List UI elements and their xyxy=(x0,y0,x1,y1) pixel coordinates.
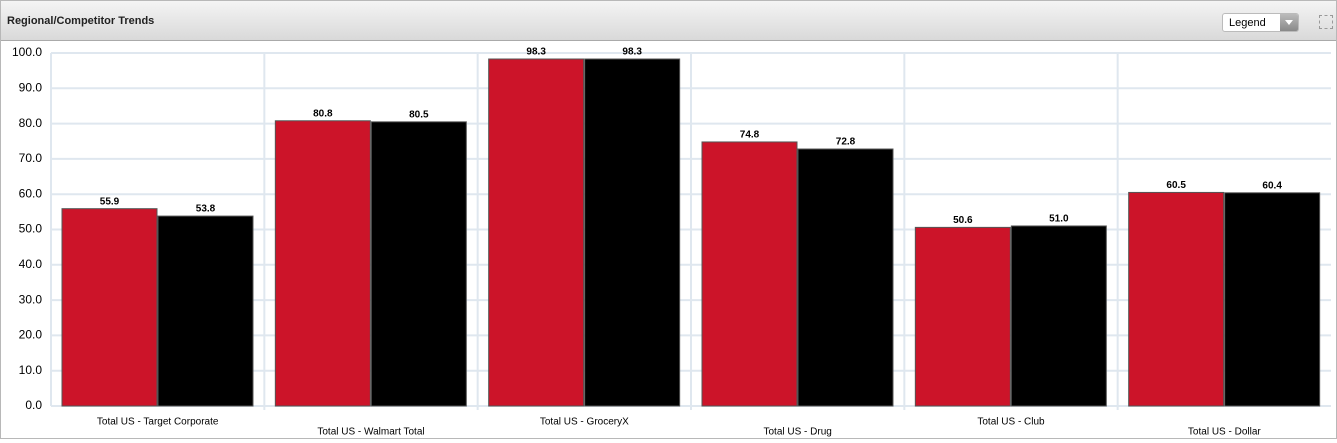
bar xyxy=(1128,191,1225,407)
value-label: 51.0 xyxy=(1049,214,1069,225)
y-tick-label: 90.0 xyxy=(19,80,43,94)
x-tick-label: Total US - Walmart Total xyxy=(317,427,424,438)
value-label: 80.8 xyxy=(313,108,333,119)
widget-header: Regional/Competitor Trends Legend xyxy=(1,1,1336,41)
expand-icon[interactable] xyxy=(1319,15,1333,29)
x-tick-label: Total US - Target Corporate xyxy=(97,417,219,428)
bar xyxy=(488,58,585,407)
bar xyxy=(584,58,681,407)
x-tick-label: Total US - Dollar xyxy=(1188,427,1261,438)
chart: 0.0 10.0 20.0 30.0 40.0 50.0 60.0 70.0 80.0 90.0 1… xyxy=(12,45,1331,438)
value-label: 74.8 xyxy=(740,130,760,141)
value-label: 53.8 xyxy=(196,204,216,215)
value-label: 98.3 xyxy=(526,47,546,58)
value-label: 72.8 xyxy=(836,137,856,148)
y-tick-label: 0.0 xyxy=(25,398,42,412)
bar xyxy=(1010,225,1107,407)
legend-dropdown[interactable]: Legend xyxy=(1222,13,1299,32)
bar xyxy=(797,148,894,407)
value-label: 60.4 xyxy=(1262,180,1282,191)
y-tick-label: 40.0 xyxy=(19,257,43,271)
value-label: 50.6 xyxy=(953,215,973,226)
bar xyxy=(1224,192,1321,407)
bar xyxy=(61,208,158,407)
bar xyxy=(157,215,254,407)
widget-title: Regional/Competitor Trends xyxy=(7,15,155,27)
value-label: 60.5 xyxy=(1166,180,1186,191)
y-tick-label: 10.0 xyxy=(19,363,43,377)
value-label: 55.9 xyxy=(100,196,120,207)
y-tick-label: 30.0 xyxy=(19,292,43,306)
y-tick-label: 50.0 xyxy=(19,222,43,236)
bar xyxy=(274,120,371,407)
bar xyxy=(914,226,1011,407)
bar xyxy=(370,121,467,407)
value-label: 98.3 xyxy=(622,47,642,58)
y-tick-label: 60.0 xyxy=(19,186,43,200)
value-label: 80.5 xyxy=(409,109,429,120)
x-tick-label: Total US - GroceryX xyxy=(540,417,629,428)
bar xyxy=(701,141,798,407)
y-tick-label: 80.0 xyxy=(19,116,43,130)
legend-dropdown-label: Legend xyxy=(1229,17,1266,29)
y-tick-label: 100.0 xyxy=(12,45,42,59)
y-tick-label: 70.0 xyxy=(19,151,43,165)
y-tick-label: 20.0 xyxy=(19,328,43,342)
dropdown-arrow[interactable] xyxy=(1280,14,1298,31)
x-tick-label: Total US - Drug xyxy=(763,427,831,438)
x-tick-label: Total US - Club xyxy=(977,417,1045,428)
